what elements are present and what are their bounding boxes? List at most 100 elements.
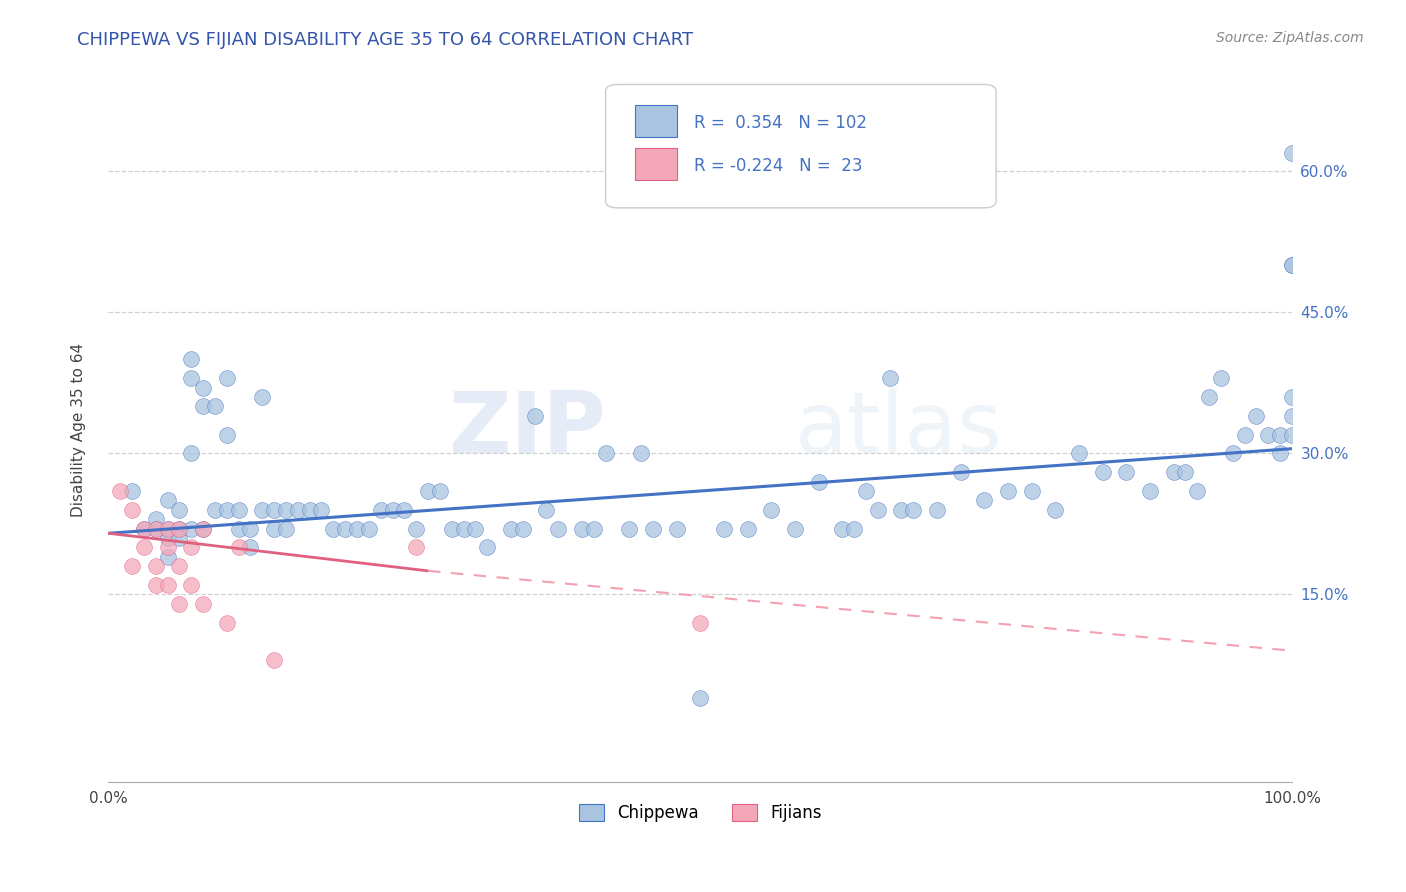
Point (169, 559, 191, 574)
Point (252, 503, 274, 517)
Point (121, 559, 143, 574)
Point (761, 503, 783, 517)
Point (156, 531, 179, 545)
Point (228, 522, 250, 536)
Point (215, 427, 238, 442)
Point (394, 503, 416, 517)
Point (1021, 483, 1043, 498)
Point (287, 503, 309, 517)
Point (298, 503, 321, 517)
Point (228, 503, 250, 517)
Point (416, 483, 439, 498)
Point (582, 522, 605, 536)
Point (239, 522, 262, 536)
Point (1198, 390, 1220, 404)
Point (215, 615, 238, 630)
Point (1187, 483, 1209, 498)
Text: R = -0.224   N =  23: R = -0.224 N = 23 (695, 157, 863, 175)
Point (110, 483, 132, 498)
Point (1139, 483, 1161, 498)
Point (477, 541, 499, 555)
Point (169, 522, 191, 536)
Point (204, 400, 226, 414)
Point (346, 522, 368, 536)
Point (169, 531, 191, 545)
Point (145, 522, 167, 536)
Point (132, 522, 155, 536)
Point (169, 597, 191, 611)
FancyBboxPatch shape (636, 105, 676, 137)
Point (831, 522, 853, 536)
Point (156, 549, 179, 564)
Point (429, 483, 451, 498)
Point (252, 390, 274, 404)
Point (180, 352, 202, 367)
Point (1209, 371, 1232, 385)
Point (523, 409, 546, 423)
Point (145, 512, 167, 526)
Point (239, 541, 262, 555)
Point (619, 522, 641, 536)
Point (973, 493, 995, 508)
Point (807, 475, 830, 489)
Point (440, 522, 463, 536)
Point (997, 483, 1019, 498)
Point (191, 400, 214, 414)
Point (536, 503, 558, 517)
Point (156, 578, 179, 592)
Point (1233, 427, 1256, 442)
Point (713, 522, 735, 536)
Point (274, 503, 297, 517)
Legend: Chippewa, Fijians: Chippewa, Fijians (567, 792, 834, 834)
Point (405, 541, 427, 555)
Point (1281, 427, 1303, 442)
Point (215, 371, 238, 385)
Point (145, 578, 167, 592)
Point (191, 522, 214, 536)
Point (1257, 427, 1279, 442)
Point (737, 522, 759, 536)
Y-axis label: Disability Age 35 to 64: Disability Age 35 to 64 (72, 343, 86, 517)
Point (1163, 465, 1185, 479)
Point (641, 522, 664, 536)
Text: atlas: atlas (794, 388, 1002, 471)
Point (169, 503, 191, 517)
Point (547, 522, 569, 536)
Point (405, 522, 427, 536)
Point (191, 597, 214, 611)
Point (180, 522, 202, 536)
Text: R =  0.354   N = 102: R = 0.354 N = 102 (695, 114, 868, 132)
Point (842, 522, 865, 536)
Point (132, 522, 155, 536)
Point (274, 522, 297, 536)
Point (191, 522, 214, 536)
Point (1091, 465, 1114, 479)
Point (145, 522, 167, 536)
Point (180, 446, 202, 460)
Point (453, 522, 475, 536)
Text: ZIP: ZIP (447, 388, 606, 471)
Point (1067, 446, 1090, 460)
Point (156, 522, 179, 536)
Point (263, 503, 285, 517)
Point (180, 578, 202, 592)
Point (1222, 446, 1244, 460)
Point (689, 615, 711, 630)
Point (370, 503, 392, 517)
Point (1281, 259, 1303, 273)
Point (879, 371, 901, 385)
Point (1115, 465, 1137, 479)
Point (595, 446, 617, 460)
Point (333, 522, 356, 536)
Point (156, 541, 179, 555)
Point (156, 493, 179, 508)
Point (180, 541, 202, 555)
Point (499, 522, 522, 536)
Point (1246, 409, 1268, 423)
Point (1174, 465, 1197, 479)
Point (1281, 259, 1303, 273)
Point (866, 503, 889, 517)
Text: CHIPPEWA VS FIJIAN DISABILITY AGE 35 TO 64 CORRELATION CHART: CHIPPEWA VS FIJIAN DISABILITY AGE 35 TO … (77, 31, 693, 49)
Point (322, 522, 344, 536)
Point (1281, 409, 1303, 423)
